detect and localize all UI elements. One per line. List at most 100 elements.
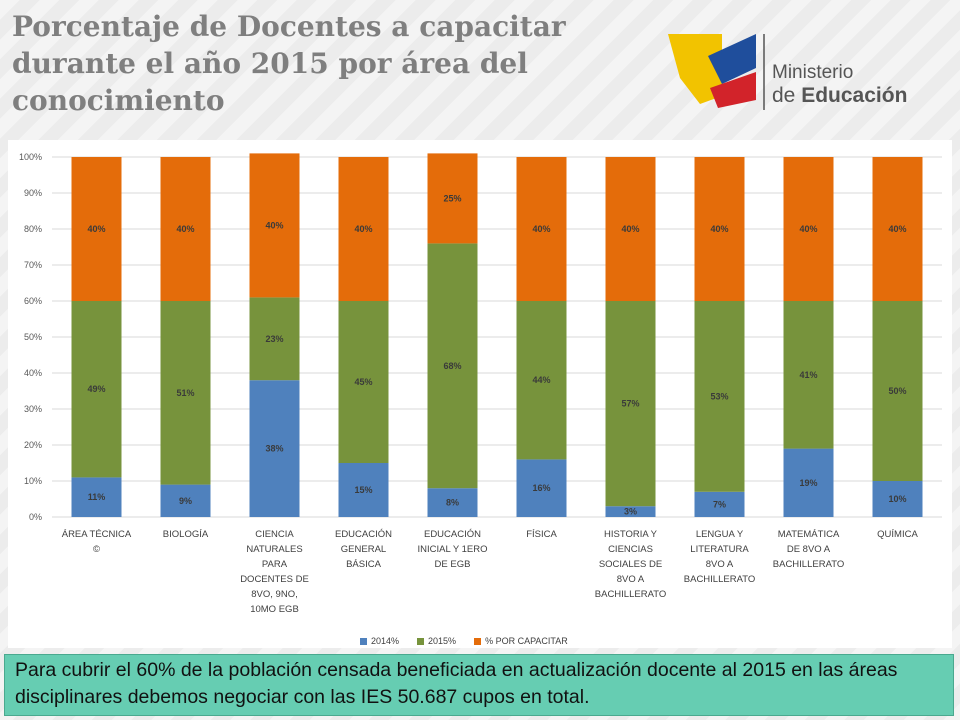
bar-segment <box>872 301 923 481</box>
data-label: 38% <box>265 444 283 454</box>
x-tick-label: HISTORIA Y CIENCIAS SOCIALES DE 8VO A BACHIL… <box>595 529 666 600</box>
bar-segment <box>516 301 567 460</box>
legend-swatch <box>417 637 425 645</box>
bar-segment <box>783 448 834 517</box>
data-label: 11% <box>88 492 106 502</box>
bar-segment <box>71 477 122 517</box>
bar-segment <box>71 157 122 301</box>
bar-segment <box>605 157 656 301</box>
legend-item: 2015% <box>417 636 456 646</box>
bar-segment <box>605 506 656 517</box>
legend-item: % POR CAPACITAR <box>474 636 568 646</box>
x-tick-label-line: EDUCACIÓN <box>424 529 481 540</box>
bar-segment <box>427 488 478 517</box>
x-tick-label-line: 8VO A <box>617 574 645 585</box>
y-tick-label: 60% <box>24 296 42 306</box>
x-tick-label: EDUCACIÓN GENERAL BÁSICA <box>335 529 392 570</box>
data-label: 41% <box>799 370 817 380</box>
logo-line2-bold: Educación <box>801 84 908 107</box>
slide-title: Porcentaje de Docentes a capacitar duran… <box>12 10 566 117</box>
logo-yellow-shape <box>668 34 722 104</box>
bar-segment <box>694 157 745 301</box>
data-label: 16% <box>532 483 550 493</box>
data-label: 68% <box>443 361 461 371</box>
data-label: 40% <box>532 224 550 234</box>
x-tick-label: LENGUA Y LITERATURA 8VO A BACHILLERATO <box>684 529 755 585</box>
data-label: 23% <box>265 334 283 344</box>
data-label: 51% <box>176 388 194 398</box>
data-label: 9% <box>179 496 192 506</box>
legend-swatch <box>360 637 367 645</box>
x-tick-label: CIENCIA NATURALES PARA DOCENTES DE 8VO, 9NO,… <box>240 529 309 615</box>
data-label: 25% <box>443 193 461 203</box>
x-tick-label: BIOLOGÍA <box>163 529 209 540</box>
bar-segment <box>338 301 389 463</box>
x-tick-label-line: PARA <box>262 559 288 570</box>
data-label: 40% <box>176 224 194 234</box>
bar-segment <box>783 157 834 301</box>
bar-segment <box>427 243 478 489</box>
x-tick-label-line: BÁSICA <box>346 559 382 570</box>
x-tick-label-line: QUÍMICA <box>877 529 918 540</box>
y-tick-label: 80% <box>24 224 42 234</box>
x-tick-label-line: HISTORIA Y <box>604 529 658 540</box>
x-tick-label-line: SOCIALES DE <box>599 559 662 570</box>
x-tick-label-line: FÍSICA <box>526 529 557 540</box>
logo-blue-shape <box>708 34 756 84</box>
x-tick-label-line: BACHILLERATO <box>684 574 755 585</box>
bar-segment <box>249 297 300 381</box>
logo-red-shape <box>710 72 756 108</box>
data-label: 40% <box>87 224 105 234</box>
y-tick-label: 100% <box>19 152 42 162</box>
x-tick-label-line: BACHILLERATO <box>595 589 666 600</box>
stacked-bar-chart: 0% 10% 20% 30% 40% 50% 60% 70% 80% 90% 100% 11% 49% 4… <box>19 152 942 615</box>
y-tick-label: 30% <box>24 404 42 414</box>
bar-segment <box>160 301 211 485</box>
logo-line-ministerio: Ministerio <box>772 62 854 83</box>
bar-segment <box>694 491 745 517</box>
data-label: 40% <box>354 224 372 234</box>
ministerio-logo-icon <box>668 34 765 110</box>
y-tick-label: 40% <box>24 368 42 378</box>
legend-label: 2014% <box>371 636 400 646</box>
legend-item: 2014% <box>360 636 399 646</box>
bar-segment <box>872 157 923 301</box>
x-tick-label-line: BACHILLERATO <box>773 559 844 570</box>
x-tick-label: QUÍMICA <box>877 529 918 540</box>
bar-segment <box>160 484 211 517</box>
bar-segment <box>783 301 834 449</box>
bar-segment <box>516 459 567 517</box>
bar-segment <box>427 153 478 244</box>
data-label: 57% <box>621 399 639 409</box>
y-tick-label: 70% <box>24 260 42 270</box>
data-label: 50% <box>888 386 906 396</box>
logo-line2-prefix: de <box>772 84 802 107</box>
x-tick-label: MATEMÁTICA DE 8VO A BACHILLERATO <box>773 529 844 570</box>
x-tick-label: EDUCACIÓN INICIAL Y 1ERO DE EGB <box>417 529 487 570</box>
chart-legend: 2014% 2015% % POR CAPACITAR <box>360 634 568 648</box>
x-tick-label-line: LITERATURA <box>690 544 749 555</box>
bar-segment <box>249 153 300 298</box>
data-label: 49% <box>87 384 105 394</box>
x-tick-label-line: EDUCACIÓN <box>335 529 392 540</box>
data-label: 15% <box>354 485 372 495</box>
chart-panel: 0% 10% 20% 30% 40% 50% 60% 70% 80% 90% 100% 11% 49% 4… <box>8 140 952 648</box>
x-tick-label-line: LENGUA Y <box>696 529 744 540</box>
y-tick-label: 10% <box>24 476 42 486</box>
x-tick-label-line: DE EGB <box>435 559 471 570</box>
x-tick-label-line: DE 8VO A <box>787 544 831 555</box>
bar-segment <box>605 301 656 507</box>
data-label: 10% <box>888 494 906 504</box>
data-label: 53% <box>710 391 728 401</box>
x-tick-label-line: BIOLOGÍA <box>163 529 209 540</box>
data-label: 45% <box>354 377 372 387</box>
data-label: 40% <box>799 224 817 234</box>
x-tick-label-line: ÁREA TÉCNICA <box>62 529 132 540</box>
x-tick-label-line: DOCENTES DE <box>240 574 309 585</box>
bar-segment <box>338 157 389 301</box>
data-label: 40% <box>710 224 728 234</box>
data-label: 3% <box>624 507 637 517</box>
legend-label: 2015% <box>428 636 457 646</box>
bar-segment <box>338 463 389 517</box>
bar-segment <box>71 301 122 478</box>
